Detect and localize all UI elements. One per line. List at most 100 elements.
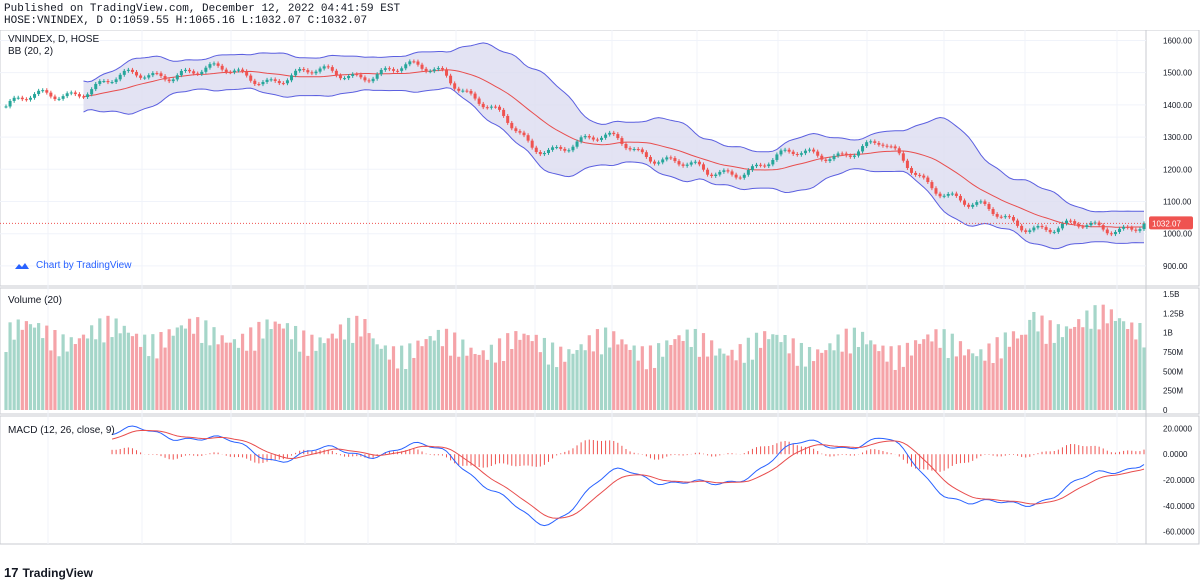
chart-area[interactable]: Tháng 11Tháng Mười hai2022Tháng HaiTháng…	[0, 30, 1200, 550]
candle-body	[775, 154, 779, 160]
volume-bar	[885, 361, 889, 410]
candle-body	[1073, 221, 1077, 224]
candle-body	[481, 103, 485, 108]
volume-bar	[742, 362, 746, 410]
volume-bar	[542, 337, 547, 410]
candle-body	[791, 151, 795, 155]
volume-bar	[383, 345, 387, 410]
volume-bar	[995, 337, 999, 410]
candle-body	[16, 97, 20, 99]
candle-body	[408, 61, 412, 65]
tradingview-watermark[interactable]: Chart by TradingView	[14, 260, 131, 271]
candle-body	[20, 97, 24, 100]
volume-bar	[865, 344, 869, 410]
volume-bar	[1020, 334, 1024, 410]
bb-basis-line	[83, 69, 1144, 228]
volume-bar	[1138, 322, 1142, 410]
volume-bar	[693, 328, 697, 410]
candle-body	[571, 146, 575, 151]
candle-body	[738, 177, 742, 179]
candle-body	[1056, 228, 1060, 232]
candle-body	[245, 71, 249, 76]
volume-bar	[1003, 332, 1007, 410]
candle-body	[216, 63, 220, 66]
volume-bar	[347, 317, 351, 410]
price-y-tick: 900.00	[1163, 262, 1188, 271]
volume-bar	[787, 353, 791, 410]
candle-body	[869, 141, 873, 143]
volume-bar	[1015, 338, 1020, 410]
candle-body	[220, 65, 224, 70]
candle-body	[498, 106, 502, 110]
volume-bar	[612, 331, 616, 410]
volume-bar	[216, 344, 220, 410]
volume-bar	[387, 359, 392, 410]
candle-body	[90, 89, 94, 95]
volume-pane	[4, 304, 1146, 410]
macd-label: MACD (12, 26, close, 9)	[8, 425, 115, 436]
candle-body	[81, 96, 85, 98]
volume-bar	[20, 329, 24, 410]
candle-body	[379, 69, 383, 75]
candle-body	[412, 61, 416, 63]
volume-bar	[999, 358, 1003, 410]
volume-bar	[1044, 343, 1048, 410]
volume-bar	[1056, 324, 1060, 410]
volume-bar	[1130, 322, 1134, 410]
volume-bar	[98, 318, 102, 410]
candle-body	[1126, 226, 1130, 228]
volume-bar	[32, 327, 37, 410]
candle-body	[963, 200, 967, 205]
candle-body	[1134, 229, 1138, 231]
volume-bar	[632, 345, 636, 410]
candle-body	[65, 93, 69, 97]
volume-bar	[803, 366, 808, 410]
volume-bar	[640, 346, 644, 410]
volume-bar	[69, 337, 73, 410]
candle-body	[12, 97, 16, 101]
candle-body	[522, 132, 526, 136]
candle-body	[706, 169, 710, 175]
volume-bar	[395, 368, 400, 410]
volume-bar	[697, 356, 702, 410]
candle-body	[449, 75, 453, 84]
volume-bar	[334, 338, 338, 410]
volume-bar	[285, 323, 290, 410]
candle-body	[167, 79, 171, 82]
candle-body	[1007, 216, 1011, 218]
candle-body	[595, 139, 599, 141]
candle-body	[1011, 216, 1015, 221]
candle-body	[322, 66, 326, 69]
volume-bar	[571, 353, 575, 410]
volume-bar	[1117, 318, 1122, 410]
volume-bar	[204, 320, 208, 410]
volume-bar	[77, 338, 82, 410]
bb-indicator-label: BB (20, 2)	[8, 46, 53, 57]
volume-bar	[236, 347, 241, 410]
volume-bar	[746, 337, 750, 410]
volume-bar	[1036, 331, 1040, 410]
volume-bar	[1134, 339, 1138, 410]
volume-bar	[281, 328, 285, 410]
candle-body	[151, 73, 155, 76]
volume-bar	[363, 319, 367, 410]
volume-bar	[379, 348, 383, 410]
volume-bar	[779, 342, 783, 410]
candle-body	[567, 150, 571, 152]
volume-bar	[400, 345, 404, 410]
candle-body	[445, 69, 449, 76]
volume-bar	[991, 363, 995, 410]
candle-body	[130, 69, 134, 72]
candle-body	[355, 74, 359, 76]
candle-body	[612, 132, 616, 135]
volume-bar	[355, 315, 359, 410]
volume-bar	[832, 350, 836, 410]
volume-bar	[820, 352, 824, 410]
candle-body	[493, 106, 497, 108]
volume-bar	[477, 354, 481, 410]
candle-body	[946, 193, 950, 196]
volume-bar	[424, 339, 428, 410]
candle-body	[118, 74, 122, 80]
volume-bar	[179, 325, 183, 410]
candle-body	[848, 155, 852, 157]
